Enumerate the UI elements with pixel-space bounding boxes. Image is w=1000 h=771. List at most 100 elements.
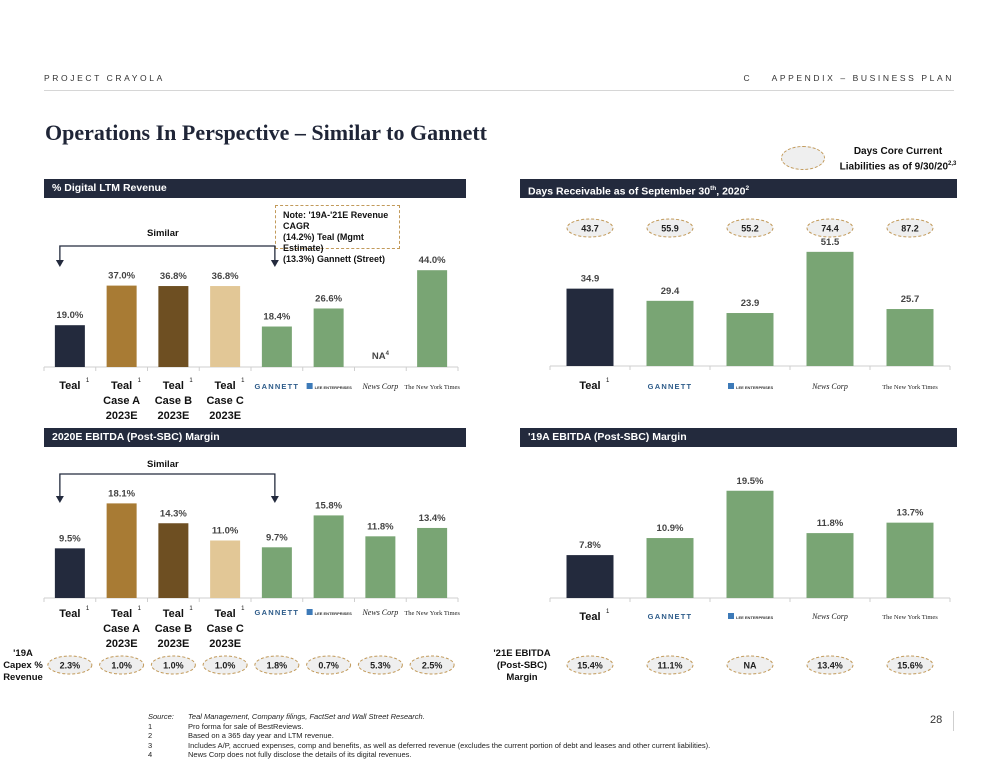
panel-header-ebitda-2019: '19A EBITDA (Post-SBC) Margin xyxy=(520,428,957,447)
lee-enterprises-logo-icon xyxy=(306,609,313,615)
data-label: 51.5 xyxy=(821,237,840,248)
footnote-key: 1 xyxy=(148,721,153,731)
category-label: Teal xyxy=(163,380,184,392)
secondary-metric-label: 15.6% xyxy=(897,661,923,671)
days-header-text: Days Receivable as of September 30 xyxy=(528,185,711,198)
secondary-metric-label: 74.4 xyxy=(821,224,839,234)
bar xyxy=(158,523,189,598)
gannett-logo: GANNETT xyxy=(648,612,693,621)
data-label: 15.8% xyxy=(315,500,342,511)
data-label: 23.9 xyxy=(741,298,760,309)
footnote-marker: 1 xyxy=(189,378,193,384)
bar xyxy=(210,540,241,598)
days-header-sup-th: th xyxy=(710,185,717,192)
category-label: Teal xyxy=(579,380,600,392)
secondary-metric-label: 43.7 xyxy=(581,224,599,234)
secondary-metric-ellipse xyxy=(306,655,352,675)
footnote-marker: 1 xyxy=(189,606,193,612)
secondary-metric-label: 15.4% xyxy=(577,661,603,671)
data-label: 11.0% xyxy=(212,526,239,537)
secondary-metric-ellipse xyxy=(886,218,934,238)
bar xyxy=(646,538,694,598)
category-label: Teal xyxy=(59,380,80,392)
footnote-text: News Corp does not fully disclose the de… xyxy=(188,750,412,760)
bar xyxy=(566,288,614,366)
category-label: Case A xyxy=(103,395,140,407)
footnote-marker: 1 xyxy=(86,378,90,384)
page-title: Operations In Perspective – Similar to G… xyxy=(45,120,487,145)
capex-label-line1: '19A xyxy=(13,648,33,659)
category-label: 2023E xyxy=(157,410,189,422)
category-label: Case B xyxy=(155,623,192,635)
footnote-marker: 1 xyxy=(138,378,142,384)
gannett-logo: GANNETT xyxy=(255,382,300,391)
secondary-metric-label: 13.4% xyxy=(817,661,843,671)
bar xyxy=(313,515,344,598)
news-corp-logo: News Corp xyxy=(811,612,848,621)
secondary-metric-ellipse xyxy=(566,655,614,675)
data-label: 26.6% xyxy=(315,293,342,304)
secondary-metric-label: NA xyxy=(744,661,757,671)
lee-enterprises-logo: LEE ENTERPRISES xyxy=(315,385,352,390)
category-label: 2023E xyxy=(209,410,241,422)
footnotes: Source: Teal Management, Company filings,… xyxy=(148,712,710,760)
secondary-metric-label: 2.5% xyxy=(422,661,443,671)
data-label: 13.7% xyxy=(897,508,924,519)
secondary-metric-ellipse xyxy=(886,655,934,675)
category-label: 2023E xyxy=(209,638,241,650)
footnote-key: 2 xyxy=(148,731,153,741)
bar xyxy=(313,308,344,367)
nyt-logo: The New York Times xyxy=(882,614,938,621)
data-label: 19.0% xyxy=(56,310,83,321)
bar xyxy=(886,309,934,366)
bar xyxy=(210,286,241,367)
category-label: Case B xyxy=(155,395,192,407)
category-label: Teal xyxy=(215,380,236,392)
similar-bracket xyxy=(59,473,276,498)
bar xyxy=(106,503,137,598)
data-label: 9.5% xyxy=(59,533,81,544)
data-label: 18.4% xyxy=(263,312,290,323)
lee-enterprises-logo-icon xyxy=(728,613,734,619)
secondary-metric-label: 5.3% xyxy=(370,661,391,671)
secondary-metric-ellipse xyxy=(646,218,694,238)
footnote-4: 4 News Corp does not fully disclose the d… xyxy=(148,750,710,760)
bar xyxy=(566,555,614,598)
footnote-key: 3 xyxy=(148,740,153,750)
bar xyxy=(417,270,448,367)
capex-label-line3: Revenue xyxy=(3,672,43,683)
footnote-key: 4 xyxy=(148,750,153,760)
section-label: C APPENDIX – BUSINESS PLAN xyxy=(743,73,954,83)
arrow-down-icon xyxy=(55,260,64,267)
footnote-marker: 1 xyxy=(86,606,90,612)
arrow-down-icon xyxy=(270,496,279,503)
days-header-sup-2: 2 xyxy=(745,185,750,192)
note-line-1: Note: '19A-'21E Revenue CAGR xyxy=(283,210,389,231)
data-label: 10.9% xyxy=(657,523,684,534)
category-label: Teal xyxy=(59,608,80,620)
days-header-year: , 2020 xyxy=(716,185,746,198)
nyt-logo: The New York Times xyxy=(404,384,460,391)
legend-ellipse-swatch xyxy=(781,146,825,170)
category-label: Case A xyxy=(103,623,140,635)
data-label: 36.8% xyxy=(160,271,187,282)
secondary-metric-ellipse xyxy=(646,655,694,675)
lee-enterprises-logo: LEE ENTERPRISES xyxy=(736,385,773,390)
category-label: Teal xyxy=(111,380,132,392)
capex-label-line2: Capex % xyxy=(3,660,43,671)
secondary-metric-label: 2.3% xyxy=(60,661,81,671)
bar xyxy=(261,547,292,598)
bar xyxy=(726,313,774,366)
panel-header-digital: % Digital LTM Revenue xyxy=(44,179,466,198)
footnote-text: Pro forma for sale of BestReviews. xyxy=(188,721,304,731)
nyt-logo: The New York Times xyxy=(882,384,938,391)
footnote-source: Source: Teal Management, Company filings,… xyxy=(148,712,710,722)
lee-enterprises-logo: LEE ENTERPRISES xyxy=(736,615,773,620)
legend-label-line2: Liabilities as of 9/30/20 xyxy=(839,161,949,173)
footnote-marker: 1 xyxy=(606,378,610,384)
footnote-text: Teal Management, Company filings, FactSe… xyxy=(188,712,425,721)
data-label: 13.4% xyxy=(419,513,446,524)
panel-header-ebitda-2020: 2020E EBITDA (Post-SBC) Margin xyxy=(44,428,466,447)
similar-bracket xyxy=(59,245,276,262)
